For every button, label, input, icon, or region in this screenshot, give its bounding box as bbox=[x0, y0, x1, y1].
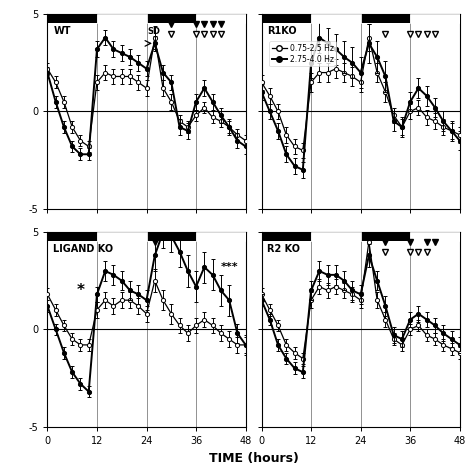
Bar bbox=[47, 14, 97, 23]
Bar bbox=[361, 14, 410, 23]
Bar bbox=[311, 232, 361, 241]
Text: WT: WT bbox=[54, 26, 71, 36]
Bar bbox=[146, 14, 196, 23]
Bar bbox=[146, 232, 196, 241]
Text: LIGAND KO: LIGAND KO bbox=[54, 244, 113, 254]
Text: ***: *** bbox=[220, 262, 238, 272]
Bar bbox=[97, 14, 146, 23]
Bar bbox=[47, 232, 97, 241]
Bar bbox=[311, 14, 361, 23]
Bar bbox=[361, 232, 410, 241]
Text: R2 KO: R2 KO bbox=[267, 244, 301, 254]
Text: R1KO: R1KO bbox=[267, 26, 297, 36]
Bar bbox=[262, 232, 311, 241]
Bar bbox=[410, 232, 460, 241]
Text: *: * bbox=[76, 283, 84, 298]
Bar bbox=[410, 14, 460, 23]
Bar bbox=[97, 232, 146, 241]
Bar bbox=[196, 232, 246, 241]
Text: SD: SD bbox=[147, 27, 160, 36]
Text: TIME (hours): TIME (hours) bbox=[209, 452, 299, 465]
Legend: 0.75-2.5 Hz, 2.75-4.0 Hz: 0.75-2.5 Hz, 2.75-4.0 Hz bbox=[269, 41, 336, 66]
Bar bbox=[262, 14, 311, 23]
Bar bbox=[196, 14, 246, 23]
